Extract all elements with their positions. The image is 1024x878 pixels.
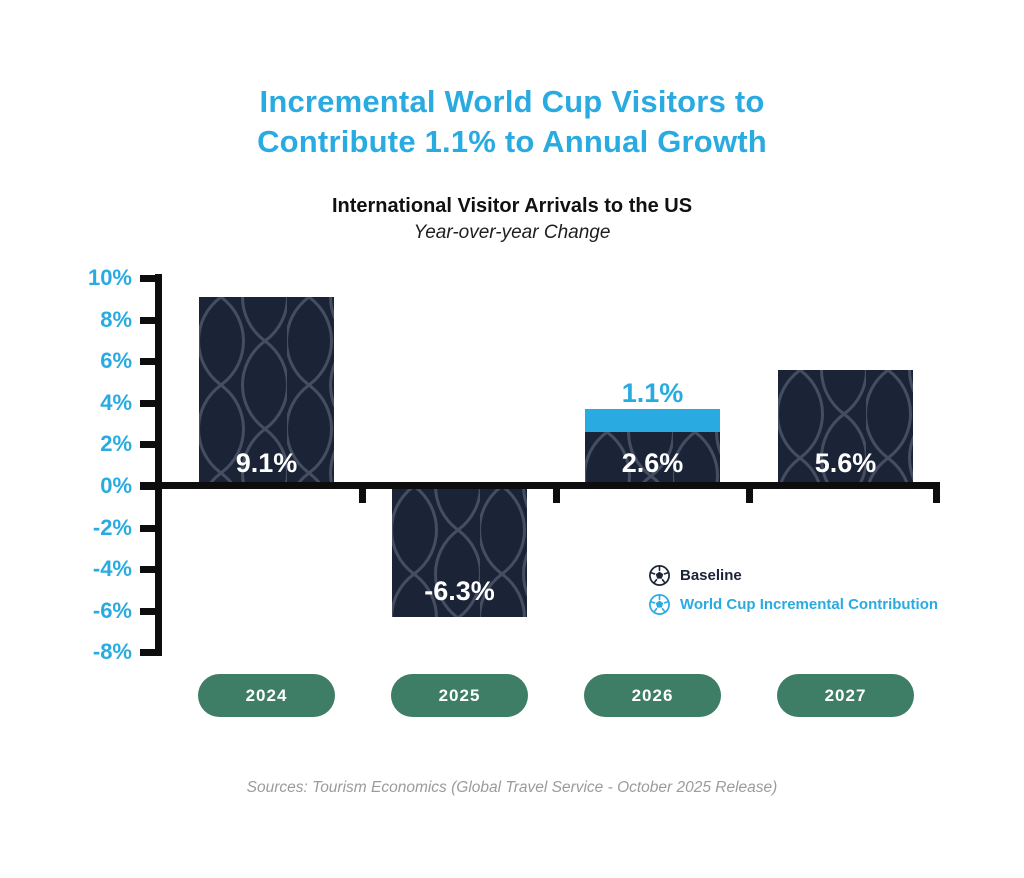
y-axis-label: -2%	[92, 515, 132, 540]
chart-title: Incremental World Cup Visitors to Contri…	[0, 82, 1024, 162]
x-axis-tick	[553, 483, 560, 503]
legend-item-baseline: Baseline	[648, 564, 938, 587]
baseline-bar	[778, 370, 913, 486]
bar-value-label: 2.6%	[621, 448, 684, 478]
year-pill: 2024	[198, 674, 335, 717]
y-axis-tick	[140, 441, 155, 448]
chart-title-line2: Contribute 1.1% to Annual Growth	[257, 124, 767, 159]
y-axis-label: -4%	[92, 556, 132, 581]
y-axis-label: 2%	[100, 431, 132, 456]
y-axis-label: 0%	[100, 473, 132, 498]
year-pill: 2026	[584, 674, 721, 717]
chart-title-line1: Incremental World Cup Visitors to	[259, 84, 765, 119]
y-axis-label: -8%	[92, 639, 132, 664]
y-axis-tick	[140, 358, 155, 365]
y-axis-label: 4%	[100, 390, 132, 415]
y-axis-tick	[140, 317, 155, 324]
y-axis-label: 8%	[100, 307, 132, 332]
chart-subtitle-note: Year-over-year Change	[413, 222, 611, 243]
incremental-value-label: 1.1%	[621, 378, 684, 408]
soccer-ball-icon	[649, 594, 670, 615]
y-axis-tick	[140, 608, 155, 615]
y-axis-tick	[140, 649, 155, 656]
net-texture	[199, 297, 334, 486]
net-texture	[778, 370, 913, 486]
legend-incremental-label: World Cup Incremental Contribution	[680, 596, 939, 613]
y-axis-tick	[140, 566, 155, 573]
legend-baseline-label: Baseline	[680, 567, 742, 584]
baseline-bar	[585, 432, 720, 486]
bar-value-label: 9.1%	[235, 448, 298, 478]
y-axis-label: -6%	[92, 598, 132, 623]
source-note: Sources: Tourism Economics (Global Trave…	[246, 779, 778, 796]
x-axis-tick	[746, 483, 753, 503]
soccer-ball-icon	[649, 565, 670, 586]
bar-value-label: -6.3%	[424, 576, 495, 606]
year-pill: 2027	[777, 674, 914, 717]
incremental-bar	[585, 409, 720, 432]
net-texture	[392, 486, 527, 617]
baseline-bar	[199, 297, 334, 486]
x-axis-end-tick	[933, 483, 940, 503]
x-axis-tick	[359, 483, 366, 503]
y-axis-label: 10%	[87, 265, 132, 290]
y-axis-line	[155, 274, 162, 656]
legend-item-incremental: World Cup Incremental Contribution	[648, 593, 938, 616]
y-axis-tick	[140, 275, 155, 282]
net-texture	[585, 432, 720, 486]
bar-value-label: 5.6%	[814, 448, 877, 478]
chart-subtitle: International Visitor Arrivals to the US	[331, 195, 693, 217]
y-axis-label: 6%	[100, 348, 132, 373]
y-axis-tick	[140, 400, 155, 407]
x-axis-line	[140, 482, 940, 489]
year-pill: 2025	[391, 674, 528, 717]
baseline-bar	[392, 486, 527, 617]
chart-legend: Baseline World Cup Incremental Contribut…	[648, 564, 938, 616]
y-axis-tick	[140, 525, 155, 532]
